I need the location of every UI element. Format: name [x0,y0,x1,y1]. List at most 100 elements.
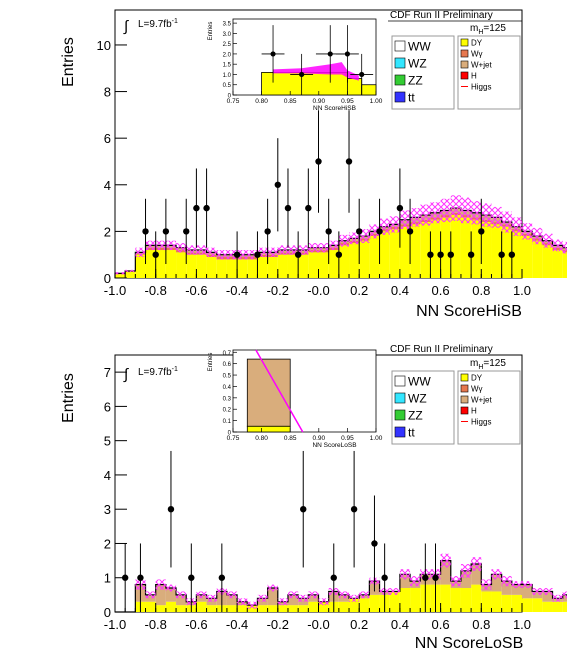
uncertainty-band [522,581,533,589]
x-axis-label: NN ScoreHiSB [416,303,522,320]
bar-wjet [155,584,166,606]
inset-y-tick-label: 0 [228,94,232,100]
integral-sign: ∫ [123,18,130,35]
x-tick-label: -0.4 [226,617,248,632]
uncertainty-band [349,594,360,602]
inset-y-tick-label: 0.6 [223,362,232,368]
inset-x-axis-label: NN ScoreLoSB [312,442,356,449]
legend-label: WW [408,40,431,54]
uncertainty-band [125,269,136,273]
bar-dy [237,605,248,612]
mass-prefix: m [470,23,478,34]
legend-label: DY [471,374,483,383]
bar-wjet [165,588,177,602]
y-tick-label: 8 [104,85,111,100]
bar-dy [369,236,380,278]
lumi-superscript: -1 [172,18,178,25]
data-point [350,506,358,513]
bar-dy [155,605,166,612]
uncertainty-band [511,581,522,589]
uncertainty-band [532,588,543,595]
inset-y-axis-label: Entries [208,353,214,372]
uncertainty-band [440,198,451,223]
uncertainty-band [237,598,248,606]
x-tick-label: -0.0 [307,617,329,632]
inset-x-tick-label: 0.75 [227,98,240,105]
data-point [315,158,322,165]
bar-wjet [287,594,299,606]
bar-dy [501,226,512,278]
uncertainty-band [542,588,553,595]
uncertainty-band [369,224,380,239]
x-tick-label: -0.8 [144,283,166,298]
bar-dy [471,584,482,612]
data-point [467,251,475,258]
legend-swatch [460,49,469,58]
inset-x-tick-label: 1.00 [370,98,383,105]
uncertainty-band [196,245,207,255]
inset-x-tick-label: 0.80 [255,98,268,105]
header-text: CDF Run II Preliminary [390,10,493,21]
lumi-superscript: -1 [172,366,178,373]
bar-dy [410,224,421,278]
data-point [478,228,485,235]
data-point [300,506,307,513]
bar-dy [532,598,543,612]
bar-dy [349,598,360,612]
x-tick-label: 0.8 [472,617,490,632]
inset-x-tick-label: 0.75 [227,435,240,442]
uncertainty-band [206,594,217,602]
uncertainty-band [410,208,421,227]
data-point [305,204,312,212]
legend-swatch [460,406,469,415]
inset-data-point [344,51,350,57]
uncertainty-band [552,594,563,602]
inset-y-tick-label: 0.5 [223,83,232,89]
mass-prefix: m [470,358,478,369]
x-axis-label: NN ScoreLoSB [415,635,524,652]
bar-dy [328,250,339,278]
data-point [376,228,383,235]
bar-dy [450,588,461,612]
bar-dy [145,250,156,278]
mass-suffix: =125 [483,23,506,34]
data-point [137,574,144,581]
data-point [254,251,261,258]
mass-subscript: H [478,364,483,371]
data-point [345,158,353,165]
uncertainty-band [145,240,156,251]
bar-dy [511,231,522,278]
bar-dy [237,259,248,278]
x-tick-label: -1.0 [104,617,126,632]
inset-y-tick-label: 0.4 [223,385,232,391]
x-tick-label: -0.6 [185,283,207,298]
bar-dy [298,605,309,612]
legend-box-right [457,35,521,110]
bar-dy [542,601,553,612]
legend-label: tt [408,426,415,440]
bar-dy [471,219,482,278]
data-point [371,540,378,547]
inset-x-tick-label: 0.90 [312,98,325,105]
data-point [508,251,516,258]
bar-dy [176,605,187,612]
bar-dy [501,594,512,612]
bar-wjet [460,570,472,589]
legend-swatch [460,71,469,80]
integral-sign: ∫ [123,366,130,383]
inset-y-tick-label: 0.2 [223,408,232,414]
uncertainty-band [460,564,472,578]
legend-swatch [394,409,406,421]
inset-x-tick-label: 0.85 [284,435,297,442]
uncertainty-band [410,576,421,587]
bar-dy [389,591,400,612]
inset-bar-dy [346,78,363,96]
inset-x-tick-label: 0.85 [284,98,297,105]
uncertainty-band [257,247,268,258]
x-tick-label: 0.4 [391,283,409,298]
data-point [167,506,175,513]
y-tick-label: 3 [104,502,111,517]
data-point [274,181,281,188]
uncertainty-band [298,245,309,255]
uncertainty-band [522,223,533,240]
